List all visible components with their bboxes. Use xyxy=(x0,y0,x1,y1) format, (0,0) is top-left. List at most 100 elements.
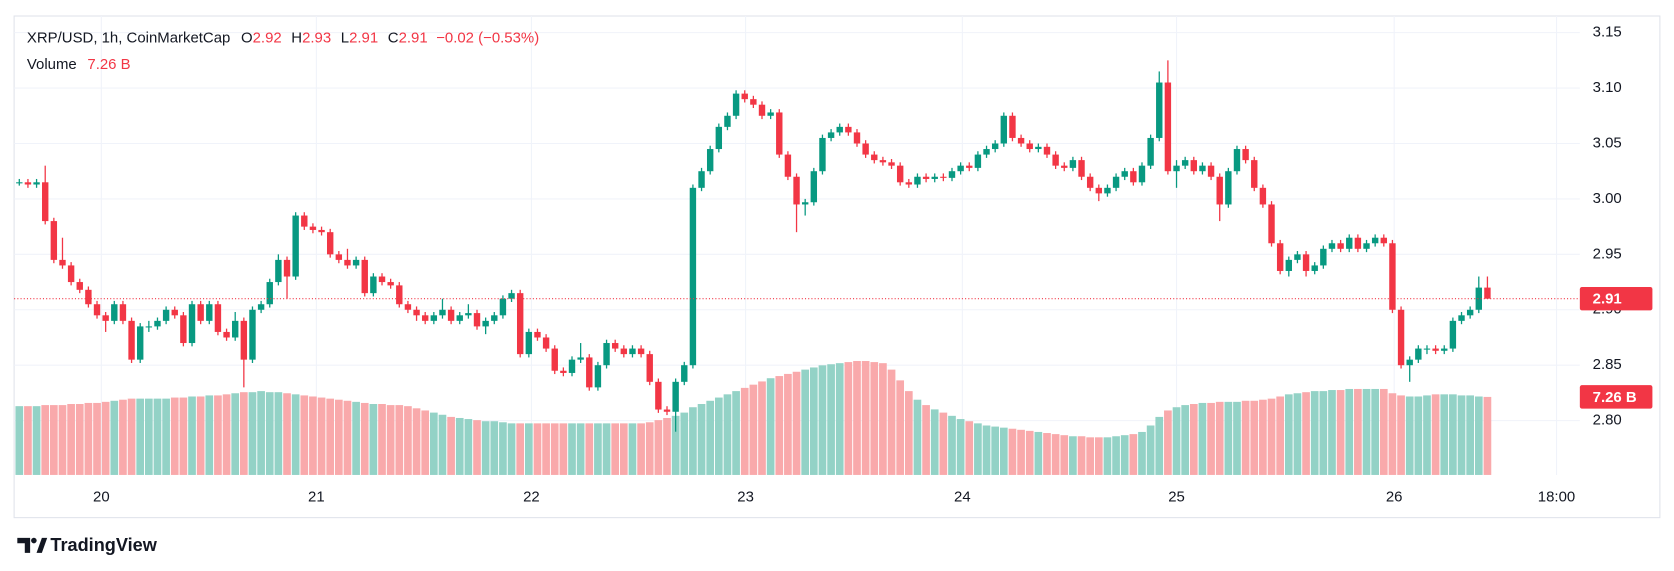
volume-bar xyxy=(1276,396,1285,475)
candle-body xyxy=(801,202,809,205)
last-price-badge xyxy=(1579,286,1653,311)
volume-bar xyxy=(1388,393,1397,475)
candle-body xyxy=(646,354,653,382)
candle-body xyxy=(344,259,351,266)
volume-bar xyxy=(334,399,343,475)
candle-body xyxy=(214,304,222,332)
volume-bar xyxy=(723,394,732,475)
volume-bar xyxy=(170,397,179,475)
candle-body xyxy=(1190,160,1198,172)
candle-body xyxy=(689,187,697,366)
candle-body xyxy=(249,309,256,360)
volume-bar xyxy=(1362,388,1371,475)
candle-body xyxy=(473,313,481,327)
volume-bar xyxy=(490,421,499,475)
candle-body xyxy=(378,276,386,283)
volume-bar xyxy=(974,423,982,475)
volume-bar xyxy=(1284,394,1293,475)
volume-bar xyxy=(1259,399,1267,475)
volume-bar xyxy=(421,410,430,475)
volume-bar xyxy=(15,406,24,475)
volume-bar xyxy=(326,398,335,475)
y-tick-label: 2.80 xyxy=(1593,412,1622,429)
volume-bar xyxy=(697,404,706,475)
volume-bar xyxy=(1051,434,1060,475)
volume-bar xyxy=(853,361,861,475)
volume-bar xyxy=(179,397,188,475)
volume-bar xyxy=(948,415,956,475)
volume-bar xyxy=(162,398,170,475)
volume-bar xyxy=(991,426,1000,475)
logo-mark xyxy=(31,537,37,544)
candle-body xyxy=(499,298,507,316)
volume-bar xyxy=(75,404,84,475)
volume-bar xyxy=(1345,388,1354,475)
volume-value: 7.26 B xyxy=(87,56,130,73)
candle-body xyxy=(663,409,671,412)
volume-bar xyxy=(1379,388,1388,475)
candle-body xyxy=(326,232,334,255)
volume-bar xyxy=(1414,396,1423,475)
candle-body xyxy=(698,171,705,188)
candle-body xyxy=(59,259,66,266)
volume-bar xyxy=(1146,425,1155,475)
volume-bar xyxy=(680,412,689,475)
brand-name: TradingView xyxy=(50,535,157,555)
candle-body xyxy=(335,254,343,260)
volume-bar xyxy=(1155,416,1164,475)
legend-value: 2.91 xyxy=(349,29,378,46)
volume-bar xyxy=(41,405,50,475)
legend-key: L xyxy=(341,29,349,46)
candle-body xyxy=(819,137,826,172)
volume-bar xyxy=(507,423,516,475)
volume-bar xyxy=(835,363,844,475)
y-tick-label: 3.10 xyxy=(1593,79,1622,96)
candle-body xyxy=(1009,115,1016,138)
candle-body xyxy=(266,282,273,305)
candle-body xyxy=(1389,243,1396,310)
volume-bar xyxy=(1017,429,1025,475)
volume-bar xyxy=(516,423,525,475)
volume-bar xyxy=(1405,396,1414,475)
brand-logo: TradingView xyxy=(17,535,158,555)
volume-bar xyxy=(222,394,231,475)
volume-bar xyxy=(1094,437,1103,475)
candle-body xyxy=(879,160,887,163)
legend-key: O xyxy=(241,29,253,46)
candle-body xyxy=(491,315,498,321)
volume-bar xyxy=(1233,401,1241,475)
candle-body xyxy=(387,282,394,286)
volume-bar xyxy=(1310,391,1319,475)
volume-bar xyxy=(1449,394,1457,475)
volume-bar xyxy=(749,384,758,475)
volume-bar xyxy=(1086,437,1095,475)
volume-bar xyxy=(1457,395,1466,475)
volume-bar xyxy=(32,406,41,475)
volume-bar xyxy=(438,414,447,475)
candle-body xyxy=(776,112,783,155)
volume-bar xyxy=(913,399,922,475)
volume-bar xyxy=(1440,394,1449,475)
candle-body xyxy=(404,304,412,310)
x-tick-label: 23 xyxy=(737,488,754,505)
candle-body xyxy=(1207,165,1215,177)
candle-body xyxy=(853,132,861,144)
candle-body xyxy=(1026,143,1033,150)
candle-body xyxy=(1346,237,1353,249)
volume-bar xyxy=(1250,400,1259,475)
candle-body xyxy=(637,348,645,355)
candle-body xyxy=(1216,176,1223,205)
volume-bar xyxy=(1241,400,1250,475)
candle-body xyxy=(1156,82,1163,138)
volume-bar xyxy=(239,392,248,475)
volume-bar xyxy=(1319,391,1328,475)
volume-bar xyxy=(499,422,507,475)
candle-body xyxy=(76,282,83,290)
candle-body xyxy=(119,304,127,321)
volume-bar xyxy=(1224,401,1233,475)
candle-body xyxy=(1302,254,1310,271)
candle-body xyxy=(1112,176,1120,188)
candle-body xyxy=(137,326,144,360)
candle-body xyxy=(1130,171,1137,183)
